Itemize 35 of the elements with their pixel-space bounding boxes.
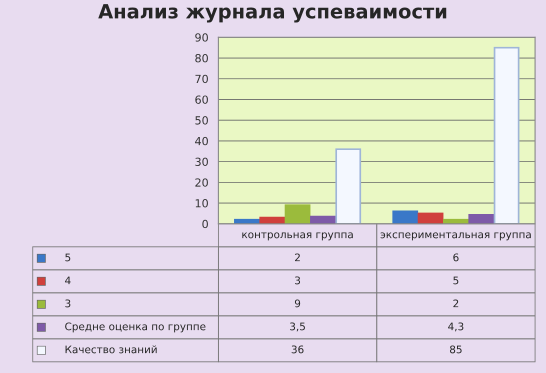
y-tick-label: 80 xyxy=(195,54,208,62)
data-label: 4,3 xyxy=(448,322,464,332)
data-label: 5 xyxy=(453,276,458,284)
legend-label: 5 xyxy=(65,254,70,262)
bar xyxy=(310,216,336,224)
x-tick-label: контрольная группа xyxy=(242,232,353,240)
bar xyxy=(284,204,310,224)
data-label: 2 xyxy=(295,253,300,262)
bar xyxy=(392,210,418,224)
y-tick-label: 40 xyxy=(195,136,208,146)
y-tick-label: 10 xyxy=(196,199,208,208)
bar xyxy=(468,214,494,224)
data-label: 9 xyxy=(294,299,300,308)
y-tick-label: 50 xyxy=(195,116,208,125)
bar xyxy=(335,148,362,224)
legend-label: 3 xyxy=(65,299,70,308)
data-label: 3 xyxy=(295,276,300,284)
data-label: 3,5 xyxy=(290,322,305,332)
data-label: 6 xyxy=(453,253,459,262)
x-tick-label: экспериментальная группа xyxy=(380,232,531,240)
data-label: 2 xyxy=(453,299,458,308)
data-label: 85 xyxy=(450,345,462,354)
y-tick-label: 70 xyxy=(195,74,208,84)
legend-label: 4 xyxy=(65,276,71,284)
y-tick-label: 30 xyxy=(195,158,208,166)
y-tick-label: 20 xyxy=(195,178,208,187)
legend-label: Качество знаний xyxy=(66,345,157,354)
y-tick-label: 60 xyxy=(195,95,208,104)
legend-label: Средне оценка по группе xyxy=(65,322,206,332)
chart-title: Анализ журнала успеваимости xyxy=(98,4,446,23)
data-label: 36 xyxy=(292,345,304,354)
bar xyxy=(494,46,520,224)
y-tick-label: 90 xyxy=(195,33,208,42)
bar xyxy=(418,212,444,224)
y-tick-label: 0 xyxy=(202,220,208,228)
